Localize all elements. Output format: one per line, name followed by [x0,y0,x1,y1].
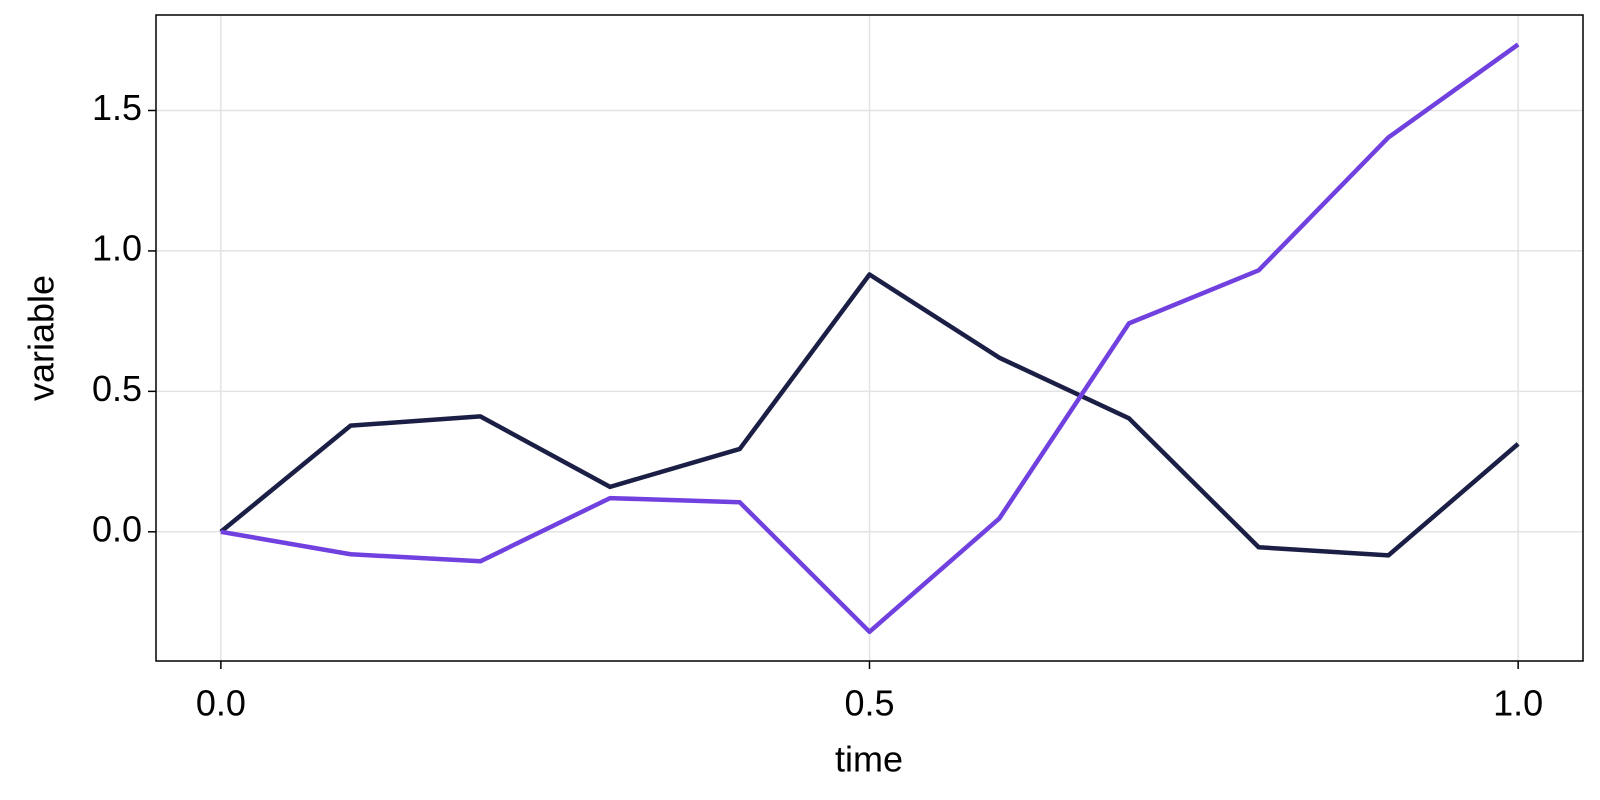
plot-frame [155,14,1584,662]
y-tick-label: 0.5 [92,368,142,409]
x-tick-label: 1.0 [1493,683,1543,724]
y-tick-label: 0.0 [92,508,142,549]
series-line [219,272,1520,558]
y-tick-label: 1.0 [92,227,142,268]
x-axis-label: time [835,739,903,780]
x-tick-label: 0.0 [196,683,246,724]
series-line [220,42,1520,635]
y-axis-label: variable [21,275,62,401]
x-tick-label: 0.5 [844,683,894,724]
y-tick-label: 1.5 [92,87,142,128]
